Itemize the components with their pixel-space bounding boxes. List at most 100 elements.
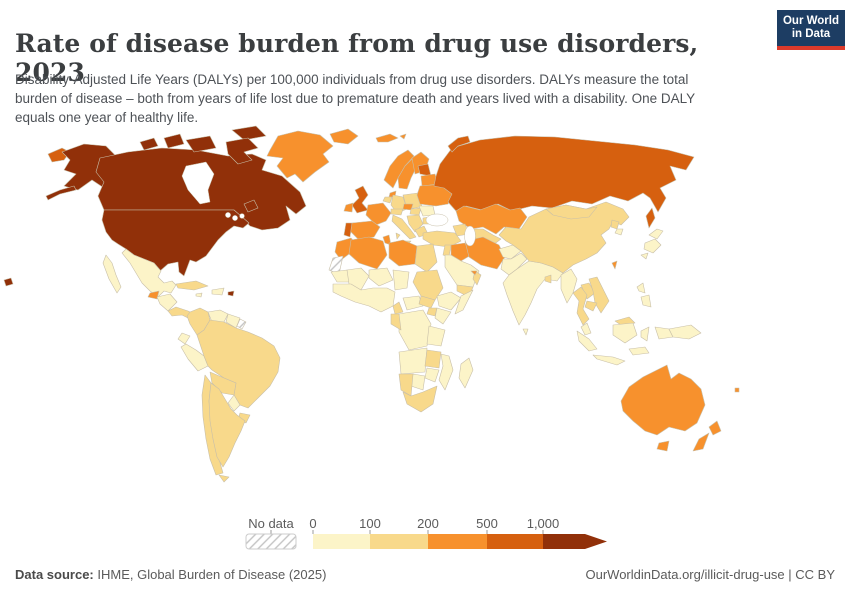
country-indonesia-java[interactable] [592,354,626,366]
country-pakistan[interactable] [500,252,528,276]
country-afghanistan[interactable] [498,244,522,260]
country-japan-honshu[interactable] [643,238,662,254]
country-baltic-states[interactable] [417,163,432,177]
country-novaya-zemlya[interactable] [447,135,471,153]
country-indonesia-sulawesi[interactable] [640,326,650,342]
country-algeria[interactable] [348,236,388,270]
country-zimbabwe[interactable] [424,367,440,383]
country-russia[interactable] [433,135,695,213]
country-mongolia[interactable] [545,204,598,220]
country-saudi-arabia[interactable] [444,254,480,288]
country-paraguay[interactable] [227,394,241,412]
country-japan-hokkaido[interactable] [648,228,664,240]
country-tasmania[interactable] [656,440,670,452]
country-japan-kyushu[interactable] [640,252,649,260]
country-turkey[interactable] [422,230,462,248]
country-ecuador[interactable] [177,332,191,345]
country-kenya[interactable] [434,307,452,325]
country-iraq[interactable] [450,242,472,262]
country-brazil[interactable] [196,319,281,409]
country-cuba[interactable] [175,280,209,291]
country-italy[interactable] [391,214,417,240]
country-new-zealand-south[interactable] [692,432,710,452]
legend-bin-200-500[interactable] [428,534,487,549]
country-sakhalin[interactable] [645,207,656,229]
country-indonesia-sumatra[interactable] [576,330,598,352]
country-iceland[interactable] [329,128,359,145]
country-gabon-congo[interactable] [390,313,402,331]
country-philippines-mindanao[interactable] [640,294,652,308]
country-new-zealand-north[interactable] [708,420,722,436]
country-baja-california[interactable] [102,254,122,294]
country-hawaii[interactable] [3,277,14,287]
country-svalbard-east[interactable] [399,133,407,140]
country-thailand[interactable] [572,286,590,326]
country-ireland[interactable] [343,202,354,213]
legend-no-data-swatch[interactable] [245,533,297,550]
country-norway[interactable] [383,149,415,189]
country-malaysia-peninsula[interactable] [580,322,592,336]
country-cambodia[interactable] [584,300,598,312]
legend-bin-1000-plus[interactable] [543,534,607,549]
country-north-korea[interactable] [610,219,620,230]
country-madagascar[interactable] [458,357,474,389]
country-myanmar[interactable] [560,268,578,304]
country-jamaica[interactable] [195,292,203,298]
owid-url-link[interactable]: OurWorldinData.org/illicit-drug-use | CC… [585,567,836,582]
country-bangladesh[interactable] [544,274,552,284]
country-svalbard[interactable] [375,133,399,143]
owid-logo[interactable]: Our World in Data [777,10,845,50]
country-zambia[interactable] [424,349,442,369]
country-vietnam[interactable] [588,276,610,314]
country-french-guiana[interactable] [236,318,247,330]
country-niger[interactable] [368,267,394,287]
country-uae[interactable] [470,270,478,276]
country-cameroon[interactable] [392,301,404,315]
country-greenland[interactable] [266,130,334,183]
country-baffin-island[interactable] [225,137,259,165]
country-egypt[interactable] [414,243,438,273]
country-spain[interactable] [347,220,381,240]
country-aleutian-islands[interactable] [45,185,77,201]
country-china[interactable] [498,201,630,274]
country-mozambique[interactable] [438,353,454,391]
country-central-african-republic[interactable] [402,295,424,311]
country-puerto-rico[interactable] [227,290,235,297]
country-ellesmere-island[interactable] [231,125,267,141]
country-ethiopia[interactable] [436,291,462,311]
country-victoria-island[interactable] [185,135,217,153]
country-angola[interactable] [398,347,428,375]
country-indonesia-borneo[interactable] [612,322,638,344]
country-sardinia[interactable] [395,232,401,240]
country-south-korea[interactable] [614,228,624,236]
country-libya[interactable] [388,239,418,267]
country-portugal[interactable] [343,222,353,238]
country-drc[interactable] [398,309,432,351]
country-guatemala[interactable] [147,290,160,300]
legend-bin-500-1000[interactable] [487,534,543,549]
country-usa[interactable] [101,209,250,277]
country-arctic-island[interactable] [139,137,159,151]
country-hispaniola[interactable] [211,287,225,296]
country-namibia[interactable] [398,373,414,397]
country-south-africa[interactable] [402,385,438,413]
country-sri-lanka[interactable] [522,328,529,336]
country-united-kingdom[interactable] [351,185,369,214]
country-benelux[interactable] [382,196,393,204]
country-mexico[interactable] [121,248,177,298]
country-france[interactable] [365,202,392,226]
legend-bin-0-100[interactable] [313,534,370,549]
country-switzerland-austria[interactable] [390,208,404,216]
country-taiwan[interactable] [611,260,618,270]
country-somalia[interactable] [454,289,474,315]
country-indonesia-lesser-sunda[interactable] [628,346,650,356]
country-botswana[interactable] [410,373,426,391]
country-banks-island[interactable] [163,133,185,149]
country-papua-new-guinea[interactable] [668,324,702,340]
country-west-africa[interactable] [332,283,396,313]
country-australia[interactable] [620,364,706,436]
country-uganda[interactable] [426,307,438,317]
country-peru[interactable] [180,343,209,372]
country-chad[interactable] [392,269,410,291]
country-mali[interactable] [346,267,370,291]
